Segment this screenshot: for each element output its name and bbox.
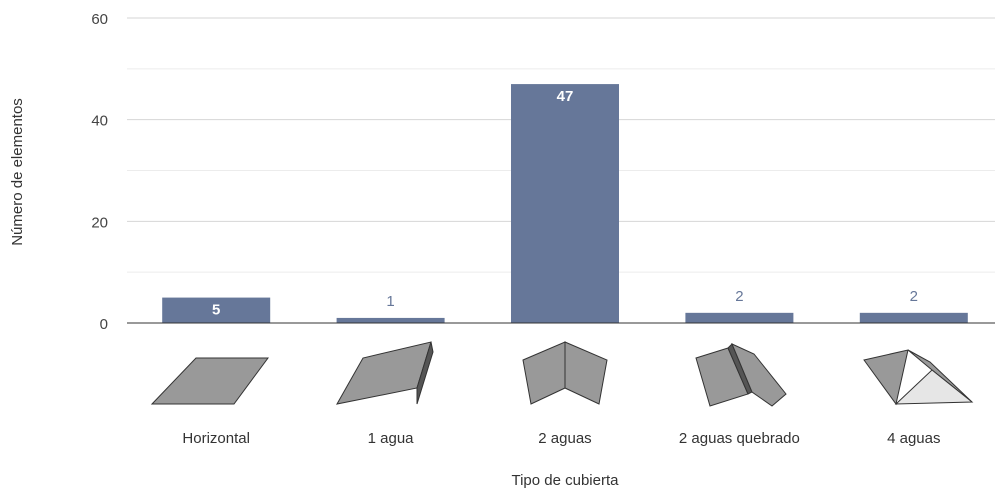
bars — [162, 84, 968, 323]
y-tick-label: 40 — [91, 113, 108, 130]
x-tick-label: 1 agua — [368, 430, 415, 447]
bar — [511, 84, 619, 323]
x-axis-title: Tipo de cubierta — [511, 472, 619, 489]
shed-roof-icon — [336, 341, 434, 405]
data-label: 5 — [212, 302, 220, 319]
data-label: 47 — [557, 88, 574, 105]
bar — [336, 317, 445, 323]
bar — [859, 312, 968, 323]
data-labels: 5 1 47 2 2 — [212, 88, 918, 319]
data-label: 2 — [910, 288, 918, 305]
y-tick-label: 0 — [100, 316, 108, 333]
hip-roof-icon — [863, 349, 974, 406]
y-axis-ticks: 0 20 40 60 — [91, 11, 108, 333]
broken-gable-roof-icon — [695, 343, 787, 407]
bar — [685, 312, 794, 323]
y-tick-label: 60 — [91, 11, 108, 28]
data-label: 1 — [386, 293, 394, 310]
y-tick-label: 20 — [91, 214, 108, 231]
flat-roof-icon — [150, 357, 269, 405]
gable-roof-icon — [522, 341, 608, 405]
bar — [162, 297, 271, 323]
roof-icons — [150, 341, 974, 407]
data-label: 2 — [735, 288, 743, 305]
x-tick-label: 2 aguas — [538, 430, 591, 447]
y-axis-title: Número de elementos — [9, 98, 26, 246]
x-tick-label: Horizontal — [182, 430, 250, 447]
x-tick-label: 2 aguas quebrado — [679, 430, 800, 447]
x-tick-label: 4 aguas — [887, 430, 940, 447]
x-axis-category-labels: Horizontal 1 agua 2 aguas 2 aguas quebrado 4… — [182, 430, 940, 447]
